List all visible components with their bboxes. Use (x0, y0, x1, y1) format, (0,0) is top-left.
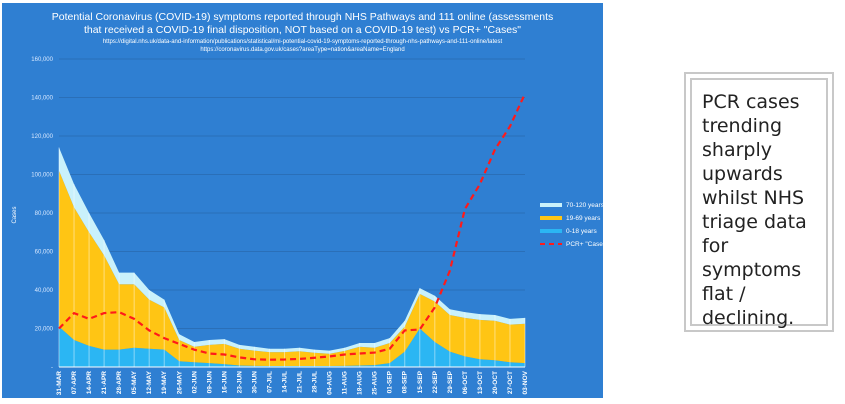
x-tick-label: 21-APR (101, 371, 108, 394)
x-tick-label: 16-JUN (221, 371, 228, 394)
annotation-box: PCR cases trending sharply upwards whils… (684, 72, 834, 332)
x-tick-label: 20-OCT (492, 371, 499, 394)
y-tick-label: 160,000 (31, 57, 53, 63)
x-tick-label: 18-AUG (357, 371, 364, 395)
x-tick-label: 07-APR (71, 371, 78, 394)
x-tick-label: 15-SEP (417, 370, 424, 393)
x-tick-label: 28-APR (116, 371, 123, 394)
x-tick-label: 19-MAY (161, 370, 168, 394)
y-tick-label: 20,000 (35, 327, 54, 333)
x-tick-label: 27-OCT (507, 371, 514, 394)
legend-swatch (540, 203, 562, 207)
legend-swatch (540, 229, 562, 233)
pcr-cases-line (58, 93, 526, 361)
x-tick-label: 03-NOV (522, 370, 529, 394)
area-0-18-years (59, 326, 525, 367)
x-tick-label: 23-JUN (236, 371, 243, 394)
chart-title: Potential Coronavirus (COVID-19) symptom… (51, 11, 554, 36)
x-tick-label: 05-MAY (131, 370, 138, 394)
x-tick-label: 22-SEP (432, 370, 439, 393)
legend-label: PCR+ "Cases" (566, 241, 603, 248)
legend-swatch (540, 216, 562, 220)
x-tick-label: 26-MAY (176, 370, 183, 394)
annotation-text: PCR cases trending sharply upwards whils… (690, 78, 828, 329)
x-tick-label: 12-MAY (146, 370, 153, 394)
y-tick-label: 40,000 (35, 288, 54, 294)
x-tick-label: 01-SEP (387, 370, 394, 393)
x-tick-label: 28-JUL (312, 371, 319, 393)
x-tick-label: 29-SEP (447, 370, 454, 393)
chart: Potential Coronavirus (COVID-19) symptom… (2, 3, 603, 398)
x-tick-label: 07-JUL (266, 371, 273, 393)
legend-label: 0-18 years (566, 228, 597, 235)
x-tick-label: 21-JUL (297, 371, 304, 393)
x-tick-label: 11-AUG (342, 371, 349, 394)
y-tick-label: - (51, 365, 53, 371)
x-tick-label: 06-OCT (462, 371, 469, 394)
chart-plot: - 20,000 40,000 60,000 80,000 100,000 120,000 1… (12, 57, 603, 396)
x-tick-label: 08-SEP (402, 370, 409, 393)
chart-panel: Potential Coronavirus (COVID-19) symptom… (2, 3, 603, 398)
legend-label: 70-120 years (566, 202, 603, 209)
area-19-69-years (59, 170, 525, 367)
x-tick-label: 14-JUL (281, 371, 288, 393)
y-tick-label: 80,000 (35, 211, 54, 217)
y-tick-label: 100,000 (31, 173, 53, 179)
x-tick-label: 31-MAR (56, 371, 63, 396)
x-tick-label: 25-AUG (372, 371, 379, 395)
y-tick-label: 60,000 (35, 250, 54, 256)
legend-label: 19-69 years (566, 215, 601, 222)
y-tick-label: 140,000 (31, 96, 53, 102)
x-tick-label: 13-OCT (477, 371, 484, 394)
chart-subtitle-url-2: https://coronavirus.data.gov.uk/cases?ar… (200, 47, 405, 53)
x-tick-label: 02-JUN (191, 371, 198, 394)
x-tick-label: 09-JUN (206, 371, 213, 394)
x-tick-label: 14-APR (86, 371, 93, 394)
chart-subtitle-url-1: https://digital.nhs.uk/data-and-informat… (102, 39, 503, 45)
y-axis-label: Cases (12, 206, 18, 223)
x-tick-label: 30-JUN (251, 371, 258, 394)
y-tick-label: 120,000 (31, 134, 53, 140)
x-tick-label: 04-AUG (327, 371, 334, 395)
